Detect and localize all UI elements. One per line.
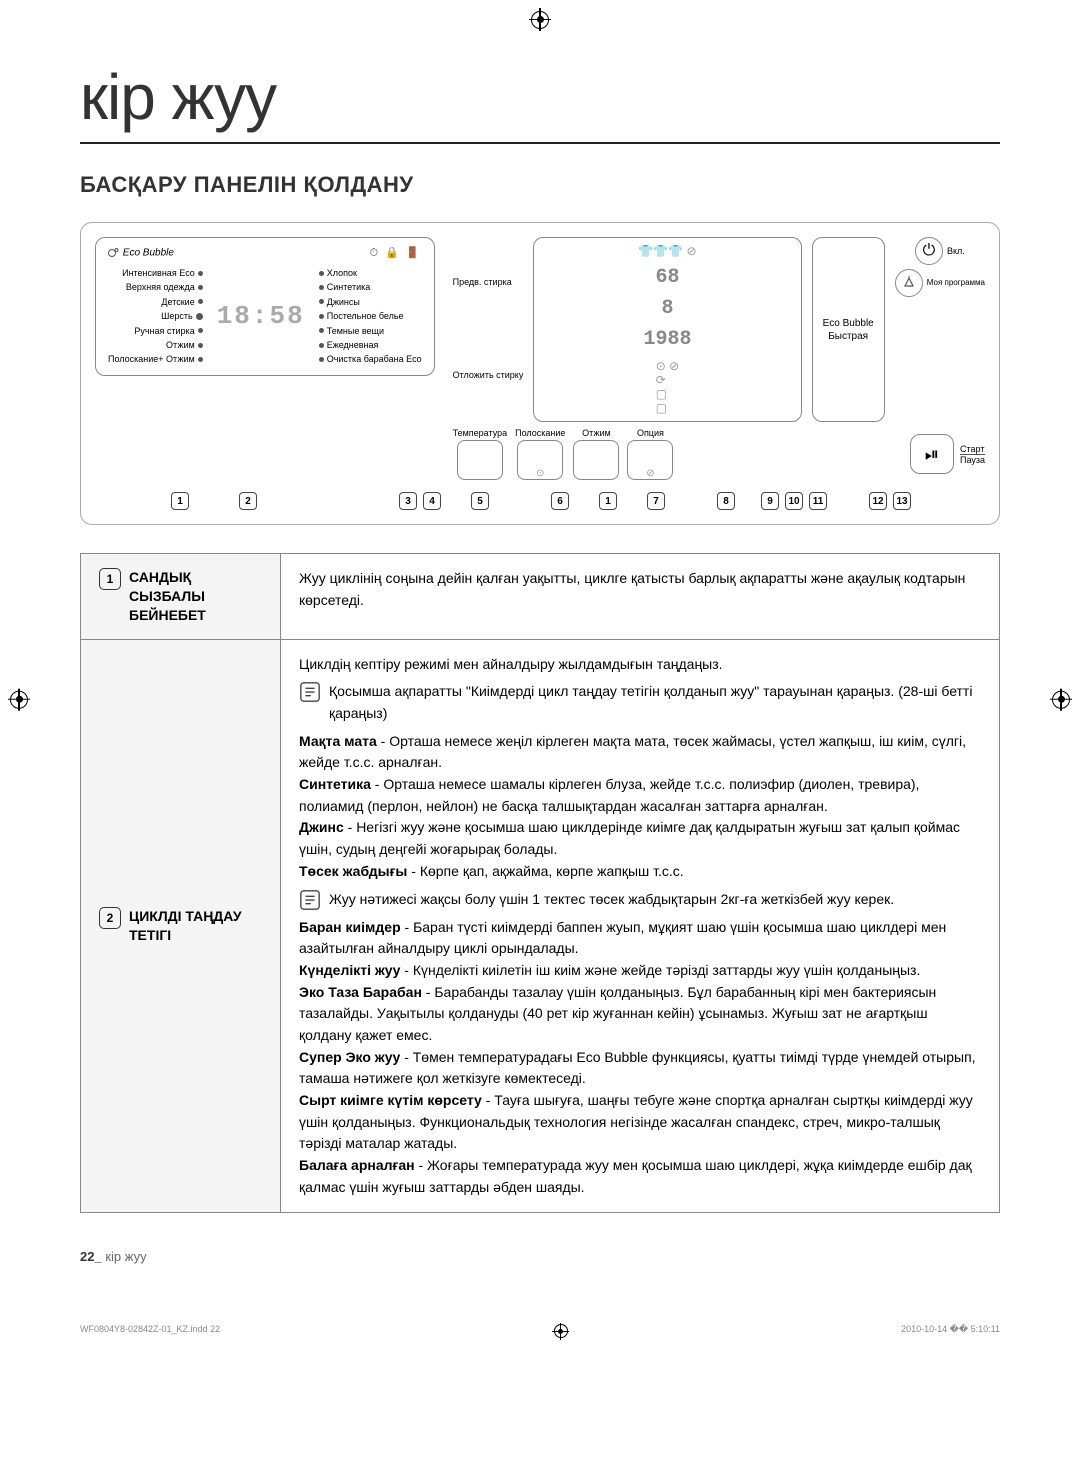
spin-button[interactable]: [573, 440, 619, 480]
indicator-icons: ⏱ 🔒 🚪: [370, 246, 422, 260]
start-pause-button[interactable]: ⏯: [910, 434, 954, 474]
cycle-intro: Циклдің кептіру режимі мен айналдыру жыл…: [299, 654, 981, 676]
def-row-1-left: 1 САНДЫҚ СЫЗБАЛЫ БЕЙНЕБЕТ: [81, 554, 281, 640]
start-label: Старт: [960, 444, 985, 455]
callout-numbers: 1 2 3 4 5 6 1 7 8 9 10 11 12 13: [95, 492, 985, 510]
section-heading: БАСҚАРУ ПАНЕЛІН ҚОЛДАНУ: [80, 172, 1000, 198]
rinse-button[interactable]: ⊙: [517, 440, 563, 480]
registration-mark-left: [10, 690, 28, 709]
dial-left-labels: Интенсивная Eco Верхняя одежда Детские Ш…: [108, 266, 203, 367]
option-button[interactable]: ⊘: [627, 440, 673, 480]
temp-label: Температура: [453, 428, 508, 438]
pause-label: Пауза: [960, 455, 985, 465]
print-metadata: WF0804Y8-02842Z-01_KZ.indd 22 2010-10-14…: [80, 1324, 1000, 1338]
rinse-label: Полоскание: [515, 428, 565, 438]
button-panel: Предв. стирка Отложить стирку 👕👕👕 ⊘ 68 8…: [453, 237, 985, 480]
page-title: кір жуу: [80, 60, 1000, 144]
registration-mark-top: [531, 10, 549, 29]
definition-table: 1 САНДЫҚ СЫЗБАЛЫ БЕЙНЕБЕТ Жуу циклінің с…: [80, 553, 1000, 1213]
note-icon: [299, 889, 321, 911]
temp-button[interactable]: [457, 440, 503, 480]
note-2-text: Жуу нәтижесі жақсы болу үшін 1 тектес тө…: [329, 889, 894, 911]
delay-label: Отложить стирку: [453, 367, 524, 385]
dial-right-labels: Хлопок Синтетика Джинсы Постельное белье…: [319, 266, 422, 367]
page-footer: 22_ кір жуу: [80, 1249, 1000, 1264]
myprogram-label: Моя программа: [927, 279, 985, 288]
def-row-2-body: Циклдің кептіру режимі мен айналдыру жыл…: [281, 639, 1000, 1213]
note-icon: [299, 681, 321, 703]
mode-buttons: Eco Bubble Быстрая: [812, 237, 885, 422]
def-row-2-left: 2 ЦИКЛДІ ТАҢДАУ ТЕТІГІ: [81, 639, 281, 1213]
note-1-text: Қосымша ақпаратты "Киімдерді цикл таңдау…: [329, 681, 981, 724]
power-button[interactable]: ⏻: [915, 237, 943, 265]
digital-display: 18:58: [209, 301, 313, 331]
def-title-1: САНДЫҚ СЫЗБАЛЫ БЕЙНЕБЕТ: [129, 568, 262, 625]
power-label: Вкл.: [947, 246, 965, 256]
registration-mark-right: [1052, 690, 1070, 709]
display-box: 👕👕👕 ⊘ 68 8 1988 ⊙ ⊘⟳▢▢: [533, 237, 801, 422]
dial-block: Eco Bubble ⏱ 🔒 🚪 Интенсивная Eco Верхняя…: [95, 237, 435, 376]
callout-badge-2: 2: [99, 907, 121, 929]
option-label: Опция: [637, 428, 664, 438]
myprogram-button[interactable]: [895, 269, 923, 297]
spin-label: Отжим: [582, 428, 611, 438]
control-panel-diagram: Eco Bubble ⏱ 🔒 🚪 Интенсивная Eco Верхняя…: [80, 222, 1000, 525]
def-title-2: ЦИКЛДІ ТАҢДАУ ТЕТІГІ: [129, 907, 262, 945]
eco-bubble-logo: Eco Bubble: [108, 247, 174, 259]
def-row-1-text: Жуу циклінің соңына дейін қалған уақытты…: [281, 554, 1000, 640]
prewash-label: Предв. стирка: [453, 274, 524, 292]
callout-badge-1: 1: [99, 568, 121, 590]
